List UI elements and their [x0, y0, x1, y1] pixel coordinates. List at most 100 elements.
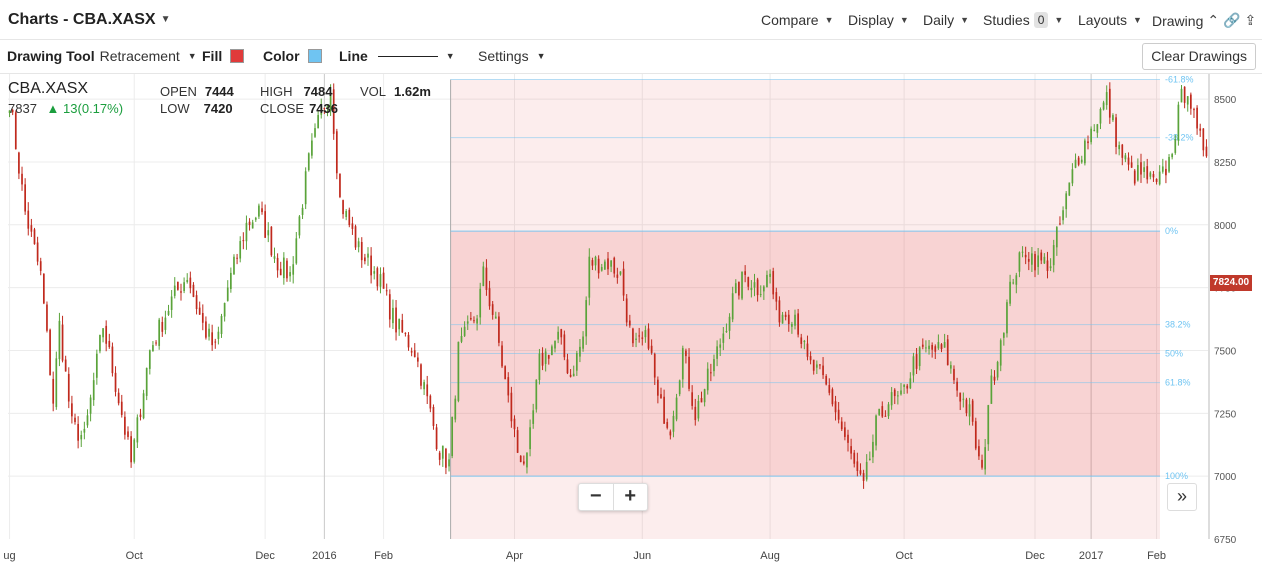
candle-body: [828, 385, 831, 393]
caret-down-icon: ▼: [1133, 15, 1142, 25]
chart-title-menu[interactable]: Charts - CBA.XASX ▼: [8, 11, 170, 29]
candle-body: [681, 348, 684, 380]
candle-body: [635, 338, 637, 340]
x-tick-label: 2017: [1079, 550, 1103, 562]
line-color-swatch[interactable]: [307, 49, 322, 63]
studies-menu[interactable]: Studies 0 ▼: [983, 12, 1063, 28]
candle-body: [641, 337, 644, 339]
zoom-divider: [612, 484, 614, 510]
candle-body: [1024, 254, 1027, 258]
candle-body: [1084, 140, 1086, 164]
clear-drawings-button[interactable]: Clear Drawings: [1142, 43, 1256, 70]
candle-body: [108, 340, 111, 348]
candle-body: [186, 279, 189, 282]
chevron-up-icon[interactable]: ⌃: [1207, 12, 1220, 28]
drawing-menu[interactable]: Drawing ⌃ 🔗 ⇪: [1152, 12, 1256, 29]
candle-body: [420, 364, 422, 386]
candle-body: [451, 417, 454, 457]
current-price-tag: 7824.00: [1210, 275, 1252, 291]
fill-color-swatch[interactable]: [230, 49, 245, 63]
candle-body: [388, 294, 391, 320]
drawing-toolbar: Drawing Tool Retracement ▼ Fill Color Li…: [0, 40, 1262, 74]
caret-down-icon: ▼: [187, 51, 197, 61]
candle-body: [152, 345, 154, 352]
candle-body: [900, 390, 902, 395]
candle-body: [373, 271, 376, 274]
candle-body: [762, 286, 765, 292]
candle-body: [276, 257, 279, 271]
y-tick-label: 7250: [1214, 409, 1237, 420]
interval-menu[interactable]: Daily ▼: [923, 12, 969, 28]
link-icon[interactable]: 🔗: [1223, 12, 1241, 28]
candle-body: [470, 318, 472, 320]
candle-body: [413, 350, 416, 358]
candle-body: [572, 373, 575, 377]
candle-body: [301, 207, 304, 215]
fib-retracement-drawing[interactable]: -61.8% -38.2% 0% 38.2% 50% 61.8% 100%: [450, 75, 1194, 540]
color-picker[interactable]: Color: [263, 48, 322, 64]
share-icon[interactable]: ⇪: [1244, 12, 1257, 28]
candle-body: [831, 389, 834, 405]
zoom-out-button[interactable]: −: [589, 485, 602, 507]
price-chart[interactable]: -61.8% -38.2% 0% 38.2% 50% 61.8% 100% 6750 7000…: [0, 74, 1262, 572]
settings-menu[interactable]: Settings ▼: [478, 48, 546, 64]
candle-body: [127, 431, 129, 437]
x-tick-label: ug: [3, 550, 15, 562]
candle-body: [538, 353, 541, 380]
candle-body: [566, 359, 569, 374]
candle-body: [52, 378, 55, 404]
candle-body: [622, 268, 625, 296]
caret-down-icon: ▼: [536, 51, 546, 61]
candle-body: [691, 392, 694, 406]
x-tick-label: Aug: [760, 550, 780, 562]
candle-body: [510, 392, 513, 422]
scroll-to-latest-button[interactable]: »: [1167, 483, 1197, 511]
fill-picker[interactable]: Fill: [202, 48, 245, 64]
candle-body: [58, 320, 61, 360]
fib-level-label: 100%: [1165, 471, 1188, 481]
candle-body: [441, 445, 444, 459]
compare-menu[interactable]: Compare ▼: [761, 12, 834, 28]
y-tick-label: 8250: [1214, 158, 1237, 169]
candle-body: [92, 380, 95, 401]
candle-body: [214, 341, 217, 343]
candle-body: [145, 367, 148, 396]
candle-body: [912, 356, 915, 376]
candle-body: [1040, 252, 1043, 261]
zoom-in-button[interactable]: +: [624, 485, 637, 507]
candle-body: [999, 340, 1002, 366]
candle-body: [741, 271, 743, 299]
chart-title: Charts - CBA.XASX: [8, 11, 156, 28]
symbol-name: CBA.XASX: [8, 80, 89, 97]
candle-body: [971, 400, 974, 422]
candle-body: [208, 328, 210, 337]
candle-body: [613, 257, 616, 274]
candle-body: [1031, 253, 1033, 265]
display-menu[interactable]: Display ▼: [848, 12, 909, 28]
candle-body: [644, 330, 647, 338]
candle-body: [806, 343, 809, 357]
candle-body: [398, 318, 401, 330]
chart-grid: [8, 74, 1208, 539]
candle-body: [990, 375, 993, 404]
candle-body: [326, 106, 329, 109]
drawing-tool-select[interactable]: Drawing Tool Retracement ▼: [7, 48, 197, 64]
layouts-menu[interactable]: Layouts ▼: [1078, 12, 1142, 28]
candle-body: [273, 256, 276, 259]
candle-body: [675, 397, 678, 420]
candle-body: [535, 379, 538, 410]
candle-body: [694, 406, 697, 421]
candle-body: [1143, 167, 1145, 172]
candle-body: [1018, 252, 1021, 272]
line-style-select[interactable]: Line ▼: [339, 48, 455, 64]
candle-body: [329, 92, 332, 110]
candle-body: [289, 272, 291, 277]
candle-body: [1037, 255, 1039, 267]
candle-body: [448, 459, 450, 467]
candle-body: [1021, 251, 1024, 253]
candle-body: [432, 406, 435, 426]
candle-body: [198, 307, 201, 315]
candle-body: [367, 253, 369, 258]
candle-body: [423, 382, 425, 390]
candle-body: [881, 406, 884, 417]
